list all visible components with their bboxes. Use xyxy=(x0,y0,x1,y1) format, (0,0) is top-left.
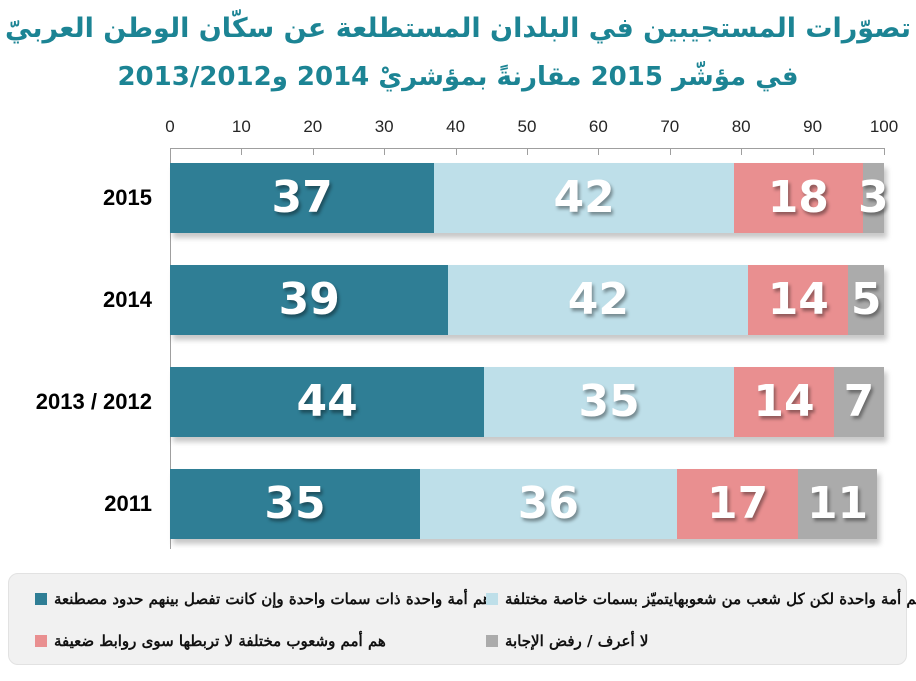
bar-segment: 3 xyxy=(858,163,889,233)
legend-entry: لا أعرف / رفض الإجابة xyxy=(486,629,916,653)
bar-segment: 14 xyxy=(734,367,834,437)
bar-value-label: 18 xyxy=(767,172,829,223)
legend-entry: هم أمم وشعوب مختلفة لا تربطها سوى روابط … xyxy=(35,629,486,653)
axis-tick-mark xyxy=(669,148,671,155)
axis-tick-label: 80 xyxy=(731,117,751,136)
bar-value-label: 35 xyxy=(578,376,640,427)
bar-segment: 5 xyxy=(848,265,884,335)
bar-segment: 35 xyxy=(484,367,735,437)
axis-tick-label: 100 xyxy=(869,117,899,136)
x-axis-line xyxy=(170,148,884,149)
bar-segment: 44 xyxy=(170,367,485,437)
bar-value-label: 17 xyxy=(706,478,769,529)
y-axis-line xyxy=(170,148,171,549)
axis-tick-mark xyxy=(884,148,885,155)
legend-label: هم أمة واحدة لكن كل شعب من شعوبهايتميّز … xyxy=(505,590,916,608)
bar-value-label: 35 xyxy=(264,478,326,529)
bar-segment: 42 xyxy=(448,265,749,335)
bar-segment: 42 xyxy=(434,163,735,233)
bar-value-label: 44 xyxy=(296,376,358,427)
axis-tick-label: 70 xyxy=(660,117,680,136)
legend-swatch-icon xyxy=(35,635,47,647)
bar-value-label: 42 xyxy=(553,172,615,223)
bar-segment: 7 xyxy=(834,367,884,437)
legend-label: هم أمم وشعوب مختلفة لا تربطها سوى روابط … xyxy=(54,632,386,650)
chart-title-line1: تصوّرات المستجيبين في البلدان المستطلعة … xyxy=(5,13,911,44)
legend-box: هم أمة واحدة ذات سمات واحدة وإن كانت تفص… xyxy=(8,573,916,665)
bar-value-label: 14 xyxy=(767,274,829,325)
bar-value-label: 36 xyxy=(517,478,580,529)
axis-tick-label: 30 xyxy=(374,117,394,136)
axis-tick-mark xyxy=(241,148,243,155)
bar-value-label: 14 xyxy=(753,376,815,427)
axis-tick-label: 60 xyxy=(588,117,608,136)
axis-tick-mark xyxy=(598,148,600,155)
bar-value-label: 11 xyxy=(806,478,869,529)
chart-title-line2: في مؤشّر 2015 مقارنةً بمؤشريْ 2014 و2013… xyxy=(117,62,799,92)
axis-tick-label: 50 xyxy=(517,117,537,136)
axis-tick-label: 0 xyxy=(165,117,175,136)
legend-entry: هم أمة واحدة لكن كل شعب من شعوبهايتميّز … xyxy=(486,587,916,611)
category-label: 2011 xyxy=(104,491,152,516)
axis-tick-mark xyxy=(527,148,528,155)
category-label: 2015 xyxy=(103,185,152,210)
bar-segment: 11 xyxy=(798,469,877,539)
axis-tick-label: 20 xyxy=(303,117,323,136)
bar-segment: 37 xyxy=(170,163,435,233)
axis-tick-mark xyxy=(384,148,386,155)
bar-row: 39 42 14 5 xyxy=(170,265,884,335)
legend-swatch-icon xyxy=(35,593,47,605)
axis-tick-label: 10 xyxy=(231,117,251,136)
bar-value-label: 37 xyxy=(271,172,333,223)
legend-swatch-icon xyxy=(486,635,498,647)
category-label: 2014 xyxy=(103,287,152,312)
bar-segment: 36 xyxy=(419,469,677,539)
axis-tick-mark xyxy=(455,148,457,155)
bar-segment: 35 xyxy=(170,469,420,539)
bar-segment: 18 xyxy=(734,163,863,233)
legend-entry: هم أمة واحدة ذات سمات واحدة وإن كانت تفص… xyxy=(35,587,491,611)
axis-tick-mark xyxy=(812,148,814,155)
legend-swatch-icon xyxy=(486,593,498,605)
axis-tick-mark xyxy=(741,148,743,155)
axis-tick-mark xyxy=(312,148,314,155)
bar-value-label: 42 xyxy=(567,274,629,325)
legend-label: لا أعرف / رفض الإجابة xyxy=(505,632,649,650)
bar-value-label: 39 xyxy=(278,274,340,325)
category-label: 2013 / 2012 xyxy=(35,389,152,414)
bar-row: 44 35 14 7 xyxy=(170,367,884,437)
bar-row: 37 42 18 3 xyxy=(170,163,889,233)
bar-segment: 39 xyxy=(170,265,449,335)
bar-row: 35 36 17 11 xyxy=(170,469,877,539)
axis-tick-label: 90 xyxy=(803,117,823,136)
bar-segment: 14 xyxy=(748,265,849,335)
bar-value-label: 5 xyxy=(850,274,882,325)
bar-value-label: 7 xyxy=(843,376,875,427)
bar-value-label: 3 xyxy=(857,172,889,223)
bar-segment: 17 xyxy=(676,469,799,539)
axis-tick-label: 40 xyxy=(446,117,466,136)
legend-label: هم أمة واحدة ذات سمات واحدة وإن كانت تفص… xyxy=(54,590,491,608)
